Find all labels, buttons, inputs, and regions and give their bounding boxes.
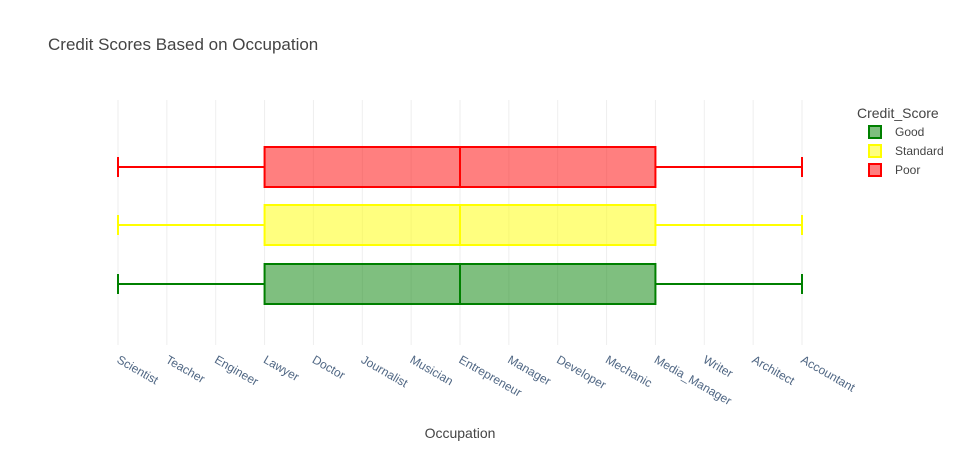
x-tick-scientist: Scientist: [115, 352, 162, 387]
x-tick-doctor: Doctor: [310, 352, 348, 382]
x-tick-engineer: Engineer: [212, 352, 261, 388]
legend-item-good[interactable]: Good: [868, 125, 924, 139]
x-tick-musician: Musician: [408, 352, 456, 388]
legend-label-standard: Standard: [895, 144, 944, 158]
x-axis-title: Occupation: [425, 425, 496, 441]
x-tick-developer: Developer: [554, 352, 608, 391]
legend-swatch-good: [868, 125, 882, 139]
legend-item-poor[interactable]: Poor: [868, 163, 920, 177]
x-tick-mechanic: Mechanic: [603, 352, 654, 390]
x-axis-tick-labels: Scientist Teacher Engineer Lawyer Doctor Jour…: [115, 352, 859, 407]
x-tick-lawyer: Lawyer: [261, 352, 302, 383]
legend-item-standard[interactable]: Standard: [868, 144, 944, 158]
box-poor: [117, 146, 803, 188]
x-tick-journalist: Journalist: [359, 352, 411, 390]
x-tick-writer: Writer: [701, 352, 736, 380]
legend[interactable]: Credit_Score Good Standard Poor: [857, 105, 944, 177]
chart-title: Credit Scores Based on Occupation: [48, 35, 318, 54]
x-tick-accountant: Accountant: [799, 352, 859, 394]
legend-swatch-poor: [868, 163, 882, 177]
legend-title: Credit_Score: [857, 105, 939, 121]
x-tick-architect: Architect: [750, 352, 798, 388]
legend-swatch-standard: [868, 144, 882, 158]
box-good: [117, 263, 803, 305]
box-standard: [117, 204, 803, 246]
legend-label-good: Good: [895, 125, 924, 139]
box-traces: [117, 146, 803, 305]
x-tick-teacher: Teacher: [163, 352, 207, 385]
legend-label-poor: Poor: [895, 163, 920, 177]
